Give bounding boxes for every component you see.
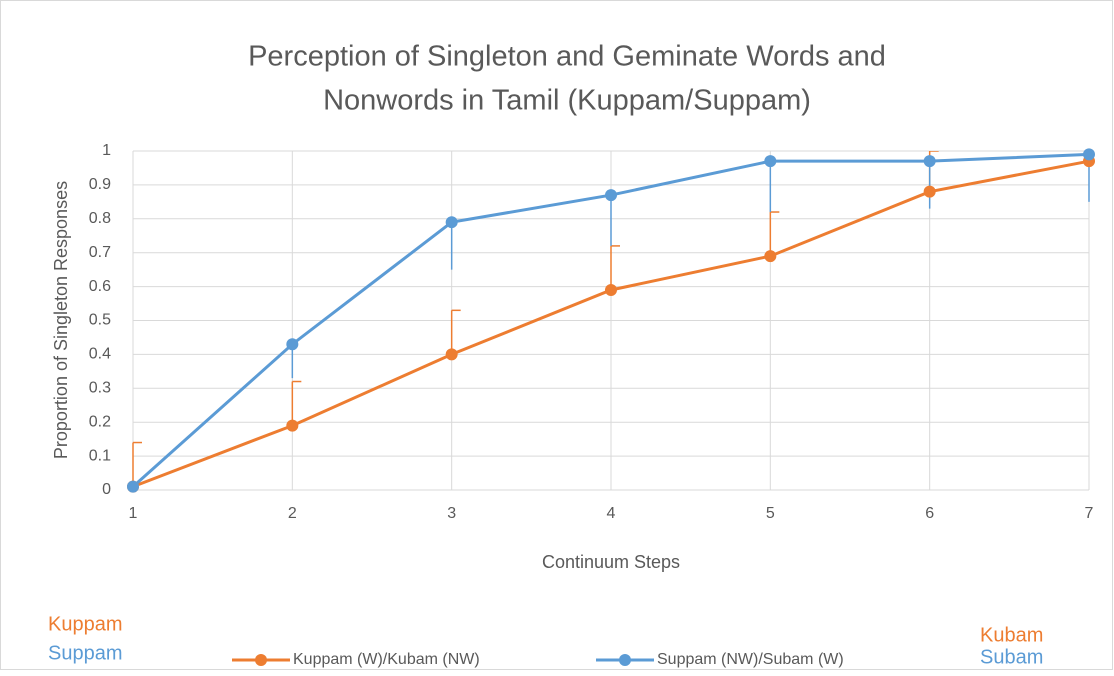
x-tick-label: 5 <box>766 505 775 522</box>
data-point <box>764 155 777 168</box>
y-tick-label: 0.7 <box>89 244 111 261</box>
x-tick-label: 4 <box>607 505 616 522</box>
data-point <box>127 480 139 493</box>
data-point <box>605 283 617 296</box>
legend-label: Suppam (NW)/Subam (W) <box>657 651 844 668</box>
x-tick-label: 2 <box>288 505 297 522</box>
y-tick-label: 1 <box>102 142 111 159</box>
y-tick-label: 0.2 <box>89 413 111 430</box>
x-tick-label: 3 <box>447 505 456 522</box>
x-axis-label: Continuum Steps <box>542 552 680 572</box>
y-tick-label: 0.1 <box>89 447 111 464</box>
chart-title: Perception of Singleton and Geminate Wor… <box>248 41 886 73</box>
legend-marker <box>255 654 267 666</box>
data-point <box>923 185 936 198</box>
annotation: Suppam <box>48 642 123 664</box>
data-point <box>923 155 936 168</box>
y-tick-label: 0.6 <box>89 278 111 295</box>
data-point <box>286 419 299 432</box>
legend-marker <box>619 654 631 666</box>
x-tick-label: 7 <box>1085 505 1094 522</box>
y-tick-label: 0.3 <box>89 380 111 397</box>
y-axis-label: Proportion of Singleton Responses <box>51 181 71 459</box>
x-tick-label: 1 <box>129 505 138 522</box>
data-point <box>445 216 458 229</box>
data-point <box>605 189 617 202</box>
y-tick-label: 0.8 <box>89 210 111 227</box>
y-tick-label: 0.5 <box>89 312 111 329</box>
y-tick-label: 0 <box>102 481 111 498</box>
annotation: Kuppam <box>48 613 123 635</box>
legend-label: Kuppam (W)/Kubam (NW) <box>293 651 480 668</box>
y-tick-label: 0.4 <box>89 346 111 363</box>
annotation: Kubam <box>980 624 1043 646</box>
annotation: Subam <box>980 646 1043 668</box>
data-point <box>286 338 299 351</box>
x-tick-label: 6 <box>925 505 934 522</box>
y-tick-label: 0.9 <box>89 176 111 193</box>
data-point <box>445 348 458 361</box>
data-point <box>1083 148 1095 161</box>
data-point <box>764 250 777 263</box>
chart-title: Nonwords in Tamil (Kuppam/Suppam) <box>323 85 811 117</box>
